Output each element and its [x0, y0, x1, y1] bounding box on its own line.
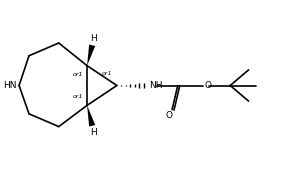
Text: O: O: [166, 111, 173, 120]
Text: or1: or1: [73, 72, 84, 77]
Text: HN: HN: [3, 81, 17, 90]
Text: O: O: [204, 81, 211, 90]
Text: H: H: [90, 128, 97, 137]
Text: or1: or1: [101, 71, 112, 76]
Polygon shape: [87, 105, 95, 127]
Text: H: H: [90, 34, 97, 43]
Polygon shape: [87, 44, 95, 66]
Text: NH: NH: [149, 81, 163, 90]
Text: or1: or1: [73, 94, 84, 99]
